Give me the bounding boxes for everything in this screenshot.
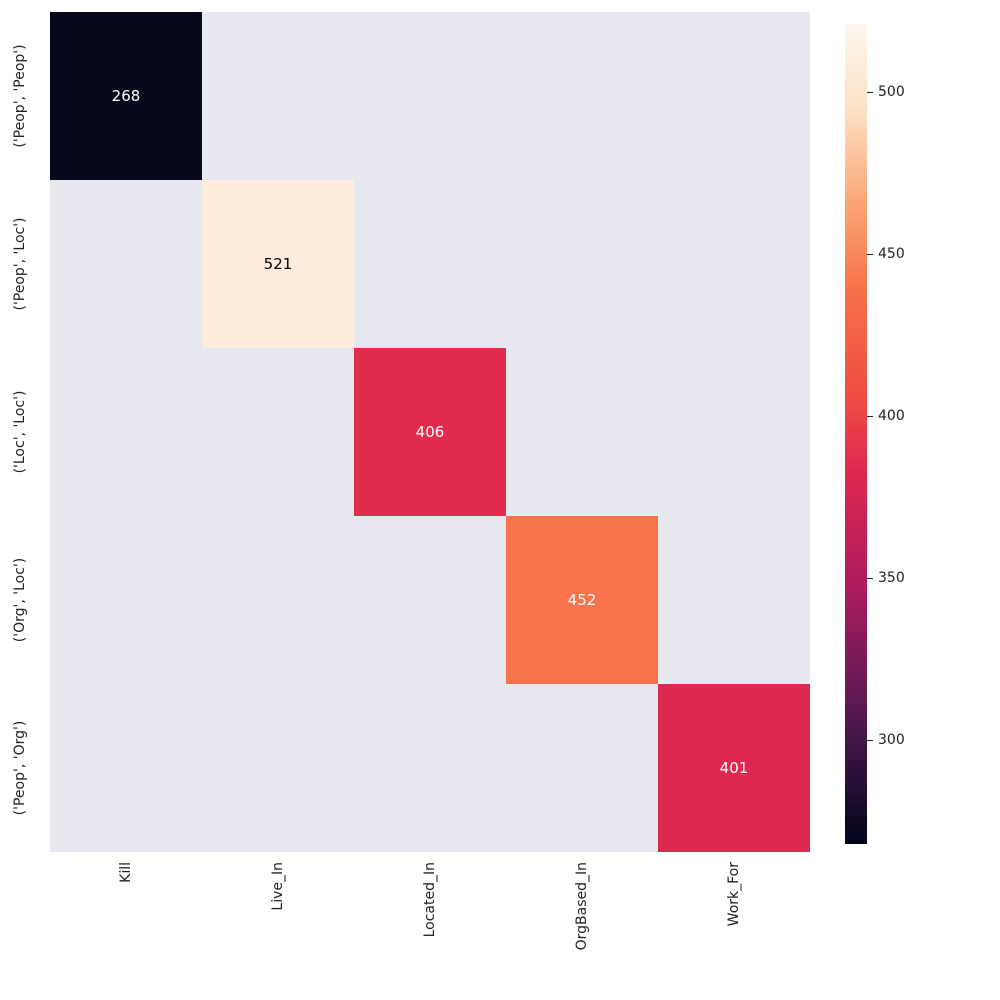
- heatmap-cell-value: 268: [112, 87, 141, 105]
- heatmap-cell: [202, 684, 354, 852]
- heatmap-cell: [202, 348, 354, 516]
- heatmap-cell: [354, 684, 506, 852]
- heatmap-cell-value: 401: [720, 759, 749, 777]
- heatmap-cell: 521: [202, 180, 354, 348]
- colorbar-tick: 300: [867, 732, 905, 748]
- heatmap-cell: 401: [658, 684, 810, 852]
- heatmap-cell: [50, 516, 202, 684]
- heatmap-cell: 452: [506, 516, 658, 684]
- x-axis-tick-label: Live_In: [270, 862, 286, 911]
- heatmap-cell: [506, 684, 658, 852]
- heatmap-cell: [506, 348, 658, 516]
- y-axis-tick-label: ('Peop', 'Peop'): [12, 44, 28, 147]
- heatmap-cell-value: 521: [264, 255, 293, 273]
- y-axis-tick-label: ('Peop', 'Loc'): [12, 217, 28, 310]
- colorbar-tick-label: 500: [878, 84, 905, 100]
- heatmap-cell: [658, 516, 810, 684]
- x-axis-tick-label: Kill: [118, 862, 134, 883]
- heatmap-plot-area: 268 521 406 452 401: [50, 12, 810, 852]
- heatmap-cell: [50, 348, 202, 516]
- heatmap-cell: [506, 180, 658, 348]
- heatmap-cell: [658, 348, 810, 516]
- heatmap-cell: [506, 12, 658, 180]
- heatmap-cell: [354, 516, 506, 684]
- x-axis-tick-label: Located_In: [422, 862, 438, 937]
- heatmap-cell: [50, 684, 202, 852]
- colorbar-tick: 500: [867, 84, 905, 100]
- colorbar-tick: 400: [867, 408, 905, 424]
- heatmap-cell: [202, 12, 354, 180]
- heatmap-cell-value: 452: [568, 591, 597, 609]
- y-axis-tick-label: ('Org', 'Loc'): [12, 558, 28, 642]
- heatmap-cell: 268: [50, 12, 202, 180]
- x-axis-tick-label: Work_For: [726, 862, 742, 926]
- colorbar-gradient: [845, 24, 867, 844]
- heatmap-grid: 268 521 406 452 401: [50, 12, 810, 852]
- colorbar-tick-label: 400: [878, 408, 905, 424]
- colorbar-tick-label: 450: [878, 246, 905, 262]
- colorbar-tick: 350: [867, 570, 905, 586]
- y-axis-tick-label: ('Peop', 'Org'): [12, 721, 28, 816]
- heatmap-cell: [202, 516, 354, 684]
- heatmap-cell: [658, 12, 810, 180]
- colorbar-tick-label: 300: [878, 732, 905, 748]
- y-axis-tick-label: ('Loc', 'Loc'): [12, 391, 28, 474]
- x-axis-tick-label: OrgBased_In: [574, 862, 590, 950]
- heatmap-cell: [50, 180, 202, 348]
- colorbar-tick: 450: [867, 246, 905, 262]
- heatmap-cell: [658, 180, 810, 348]
- heatmap-cell-value: 406: [416, 423, 445, 441]
- heatmap-cell: [354, 180, 506, 348]
- colorbar-tick-label: 350: [878, 570, 905, 586]
- colorbar: 300350400450500: [845, 24, 867, 844]
- heatmap-cell: [354, 12, 506, 180]
- heatmap-cell: 406: [354, 348, 506, 516]
